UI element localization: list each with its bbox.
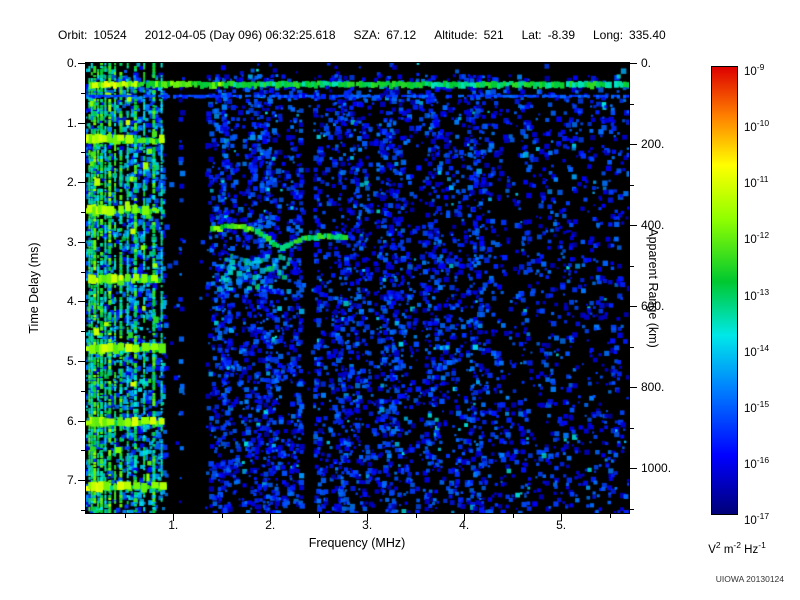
y-minor-tick — [81, 510, 85, 512]
orbit-label: Orbit: — [58, 28, 88, 42]
y2-minor-tick — [630, 427, 634, 429]
x-tick-label: 5. — [556, 518, 567, 532]
x-tick-label: 2. — [265, 518, 276, 532]
y-tick-label: 5. — [66, 354, 77, 368]
y2-tick — [630, 225, 637, 227]
x-tick-label: 4. — [459, 518, 470, 532]
y2-tick — [630, 144, 637, 146]
altitude-label: Altitude: — [434, 28, 478, 42]
x-minor-tick — [415, 514, 417, 518]
colorbar-tick-label: 10-11 — [744, 174, 769, 191]
x-tick-label: 1. — [168, 518, 179, 532]
colorbar-tick-label: 10-13 — [744, 286, 770, 303]
y2-minor-tick — [630, 103, 634, 105]
y2-minor-tick — [630, 346, 634, 348]
x-tick — [173, 514, 175, 521]
y-minor-tick — [81, 212, 85, 213]
latitude-item: Lat: -8.39 — [522, 28, 575, 42]
y-tick-label: 7. — [66, 473, 77, 488]
x-minor-tick — [124, 514, 126, 518]
colorbar-tick-label: 10-14 — [744, 342, 770, 359]
sza-item: SZA: 67.12 — [354, 28, 417, 42]
longitude-item: Long: 335.40 — [593, 28, 666, 42]
x-tick — [464, 514, 466, 521]
altitude-value: 521 — [483, 28, 504, 42]
colorbar-tick-label: 10-9 — [744, 62, 765, 78]
x-tick — [270, 514, 272, 521]
y2-tick-label: 1000. — [641, 461, 672, 476]
y2-tick-label: 0. — [641, 56, 652, 70]
y2-tick — [630, 306, 637, 308]
y-tick — [78, 182, 85, 184]
sza-value: 67.12 — [386, 28, 417, 42]
y-tick — [78, 361, 85, 362]
y2-tick-label: 800. — [641, 380, 665, 395]
y-tick — [78, 301, 85, 303]
y-minor-tick — [81, 450, 85, 452]
y-tick-label: 6. — [66, 413, 77, 428]
x-tick — [561, 514, 563, 521]
colorbar-tick-label: 10-17 — [744, 511, 770, 527]
y2-minor-tick — [630, 184, 634, 186]
colorbar-tick-label: 10-16 — [744, 454, 770, 471]
y-tick — [78, 420, 85, 422]
datetime-item: 2012-04-05 (Day 096) 06:32:25.618 — [145, 28, 336, 42]
x-minor-tick — [221, 514, 223, 518]
longitude-value: 335.40 — [629, 28, 666, 42]
longitude-label: Long: — [593, 28, 624, 42]
x-tick — [367, 514, 369, 521]
colorbar-tick-label: 10-12 — [744, 230, 770, 247]
x-minor-tick — [512, 514, 514, 518]
x-axis-label: Frequency (MHz) — [308, 536, 406, 550]
y-axis-label-left: Time Delay (ms) — [27, 242, 41, 334]
y-axis-label-right: Apparent Range (km) — [646, 228, 660, 348]
y-tick-label: 0. — [66, 56, 77, 70]
colorbar — [711, 66, 738, 515]
y-minor-tick — [81, 390, 85, 392]
x-minor-tick — [318, 514, 320, 518]
x-tick-label: 3. — [362, 518, 373, 532]
y-tick — [78, 241, 85, 243]
y-minor-tick — [81, 271, 85, 273]
colorbar-tick-label: 10-10 — [744, 118, 770, 134]
y2-tick-label: 400. — [641, 218, 665, 233]
y-tick-label: 1. — [66, 115, 77, 130]
y2-minor-tick — [630, 265, 634, 267]
y2-tick — [630, 468, 637, 470]
y2-minor-tick — [630, 508, 634, 510]
y2-tick — [630, 387, 637, 389]
latitude-value: -8.39 — [547, 28, 575, 42]
colorbar-tick-label: 10-15 — [744, 398, 770, 415]
latitude-label: Lat: — [521, 28, 542, 42]
y-tick-label: 3. — [66, 234, 77, 249]
sza-label: SZA: — [353, 28, 381, 42]
y-tick-label: 2. — [66, 175, 77, 190]
altitude-item: Altitude: 521 — [434, 28, 503, 42]
y2-tick — [630, 63, 637, 64]
y-tick — [78, 122, 85, 124]
y-minor-tick — [81, 152, 85, 154]
header-info: Orbit: 10524 2012-04-05 (Day 096) 06:32:… — [58, 28, 666, 42]
datetime-value: 2012-04-05 (Day 096) 06:32:25.618 — [144, 28, 336, 42]
y-tick-label: 4. — [66, 294, 77, 309]
spectrogram-canvas — [86, 63, 629, 513]
colorbar-gradient — [712, 67, 737, 514]
y-minor-tick — [81, 92, 85, 94]
orbit-item: Orbit: 10524 — [58, 28, 127, 42]
plot-area — [85, 62, 630, 514]
watermark: UIOWA 20130124 — [715, 574, 784, 584]
orbit-value: 10524 — [93, 28, 127, 42]
y2-tick-label: 600. — [641, 299, 665, 314]
y2-tick-label: 200. — [641, 137, 665, 152]
y-tick — [78, 63, 85, 64]
x-minor-tick — [609, 514, 611, 518]
colorbar-unit-label: V2 m-2 Hz-1 — [708, 540, 766, 556]
y-minor-tick — [81, 331, 85, 333]
y-tick — [78, 480, 85, 482]
